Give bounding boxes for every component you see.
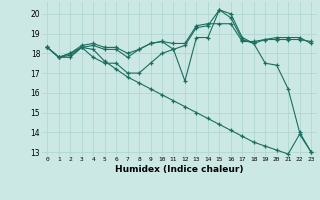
X-axis label: Humidex (Indice chaleur): Humidex (Indice chaleur) xyxy=(115,165,244,174)
